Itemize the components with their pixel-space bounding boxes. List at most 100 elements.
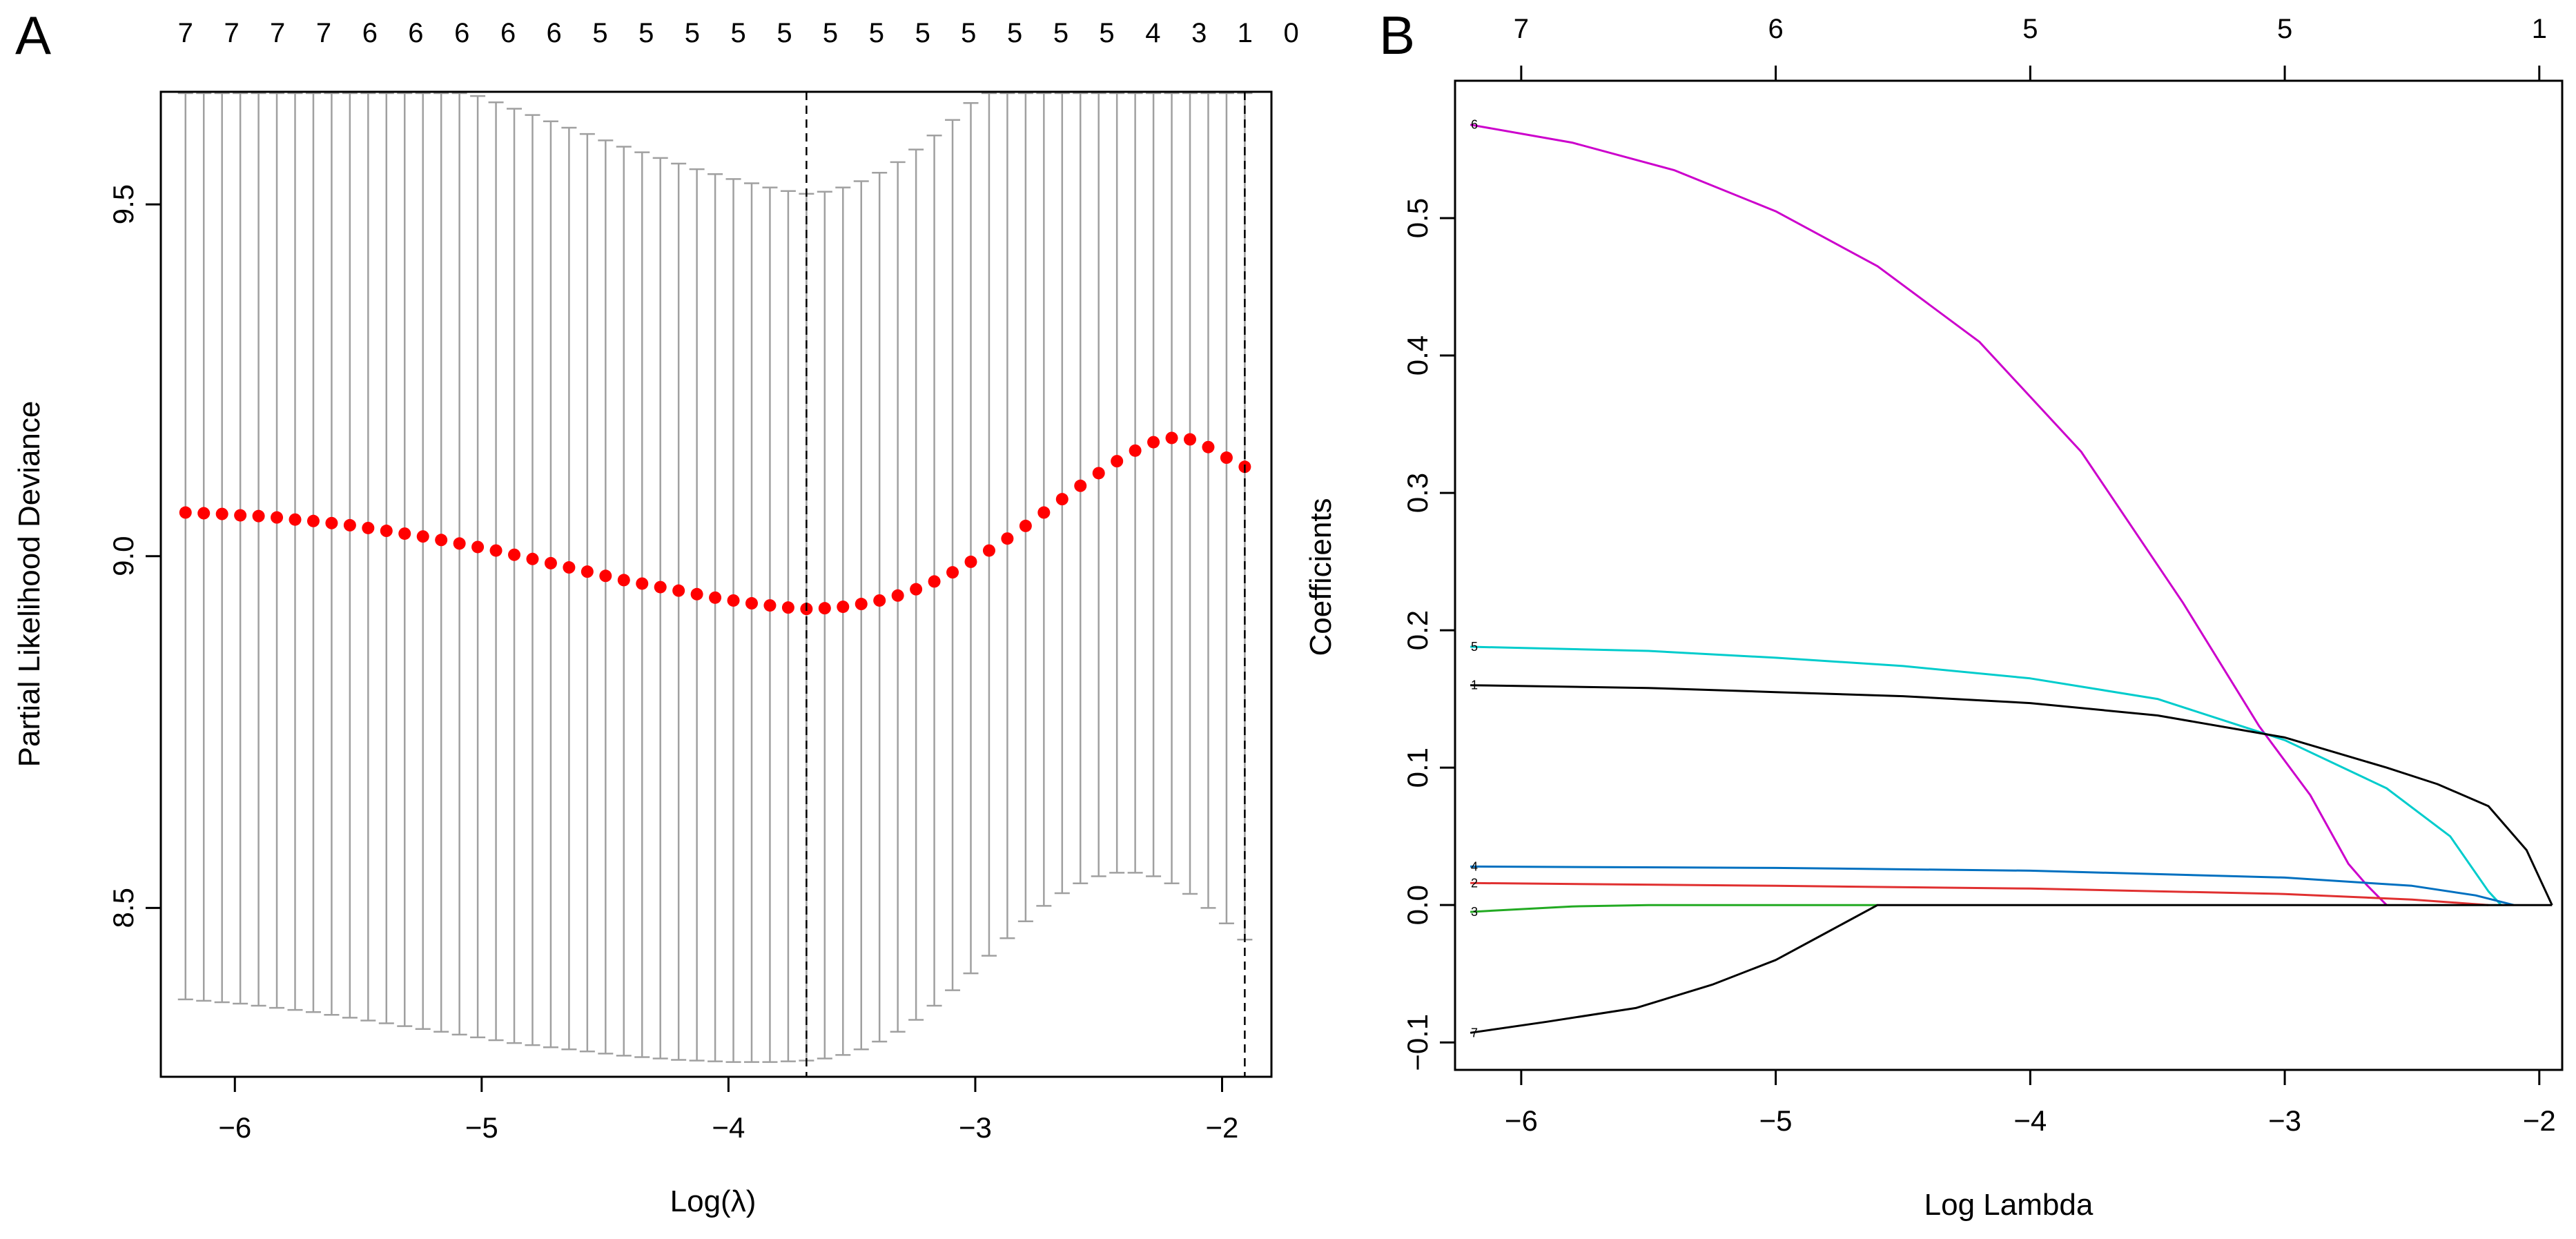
a-point-4: [252, 509, 265, 523]
a-top-label-6: 6: [454, 18, 469, 48]
b-curve-label-4: 4: [1471, 859, 1478, 873]
a-point-54: [1165, 431, 1178, 445]
b-x-axis-title: Log Lambda: [1924, 1188, 2094, 1222]
a-point-25: [636, 577, 649, 590]
a-point-1: [197, 507, 211, 520]
b-series-line-5: [1470, 645, 2502, 906]
a-top-label-16: 5: [915, 18, 930, 48]
a-point-52: [1129, 444, 1142, 457]
b-y-tick-label-1: 0.0: [1401, 885, 1434, 925]
a-top-label-1: 7: [224, 18, 239, 48]
a-x-axis-title: Log(λ): [670, 1184, 757, 1218]
a-point-55: [1184, 433, 1197, 446]
a-point-24: [617, 574, 630, 587]
a-point-8: [325, 516, 338, 529]
a-top-label-7: 6: [500, 18, 516, 48]
a-point-28: [690, 587, 703, 601]
a-point-37: [855, 598, 868, 611]
a-point-23: [599, 569, 612, 583]
a-point-11: [380, 525, 393, 538]
a-top-label-14: 5: [823, 18, 838, 48]
a-point-40: [910, 583, 923, 596]
b-coefficient-lines: [1470, 124, 2553, 1034]
a-point-43: [964, 555, 977, 568]
b-x-tick-label-4: −2: [2523, 1104, 2556, 1137]
b-top-label-3: 5: [2277, 14, 2292, 44]
b-curve-labels: 6 5 1 4 2 3 7: [1471, 118, 1478, 1040]
a-point-50: [1092, 467, 1105, 480]
b-y-tick-label-0: −0.1: [1401, 1014, 1434, 1071]
a-top-label-18: 5: [1007, 18, 1022, 48]
b-x-tick-label-1: −5: [1759, 1104, 1793, 1137]
a-point-16: [471, 540, 485, 554]
a-point-5: [271, 511, 284, 524]
a-point-46: [1019, 519, 1032, 532]
b-curve-label-1: 1: [1471, 679, 1478, 692]
a-point-35: [818, 602, 831, 615]
panel-b-coefficient-paths-chart: B 6 5 1 4 2 3 7 −6 −5 −4 −3 −2 −0.1 0.0 0.1 0.2 0.3 0.4…: [1304, 5, 2564, 1222]
a-point-56: [1202, 440, 1215, 453]
a-top-label-9: 5: [592, 18, 607, 48]
a-point-26: [654, 581, 667, 594]
a-point-9: [343, 518, 356, 531]
a-point-51: [1111, 455, 1124, 468]
a-point-47: [1037, 506, 1051, 519]
a-top-label-19: 5: [1053, 18, 1069, 48]
a-point-45: [1001, 532, 1014, 545]
b-series-line-7: [1470, 904, 2553, 1034]
a-y-tick-label-1: 9.0: [107, 536, 139, 576]
a-reference-lines: [806, 92, 1246, 1077]
a-point-22: [580, 565, 594, 578]
a-point-44: [982, 544, 995, 557]
b-series-line-6: [1470, 124, 2388, 906]
a-point-31: [745, 597, 758, 610]
b-curve-label-5: 5: [1471, 640, 1478, 654]
a-errorbars: [177, 92, 1253, 1063]
a-top-label-23: 1: [1238, 18, 1253, 48]
a-point-53: [1147, 436, 1160, 449]
b-curve-label-2: 2: [1471, 876, 1478, 890]
a-y-tick-label-2: 9.5: [107, 184, 139, 224]
a-point-18: [508, 548, 521, 561]
b-y-tick-label-5: 0.4: [1401, 335, 1434, 375]
a-y-tick-label-0: 8.5: [107, 888, 139, 928]
b-top-label-0: 7: [1514, 14, 1529, 44]
a-point-41: [928, 575, 941, 588]
a-y-axis-title: Partial Likelihood Deviance: [12, 401, 46, 768]
a-y-axis: 8.5 9.0 9.5: [107, 184, 161, 928]
a-top-label-17: 5: [961, 18, 976, 48]
a-x-axis: −6 −5 −4 −3 −2: [218, 1077, 1238, 1144]
panel-b-letter: B: [1379, 5, 1415, 66]
b-x-tick-label-0: −6: [1505, 1104, 1538, 1137]
a-top-label-13: 5: [777, 18, 792, 48]
b-y-tick-label-4: 0.3: [1401, 473, 1434, 513]
a-point-2: [215, 507, 228, 520]
a-top-label-20: 5: [1099, 18, 1114, 48]
b-curve-label-6: 6: [1471, 118, 1478, 132]
a-top-label-15: 5: [869, 18, 884, 48]
a-point-33: [781, 601, 794, 614]
a-point-36: [837, 601, 850, 614]
a-top-label-5: 6: [408, 18, 423, 48]
a-x-tick-label-4: −2: [1206, 1111, 1239, 1144]
a-point-48: [1055, 493, 1069, 506]
a-point-7: [306, 514, 320, 527]
b-series-line-1: [1470, 684, 2553, 906]
a-point-20: [544, 556, 557, 569]
a-top-label-12: 5: [731, 18, 746, 48]
a-point-30: [727, 594, 740, 607]
a-point-57: [1220, 451, 1233, 465]
a-point-42: [946, 566, 959, 579]
a-point-39: [891, 589, 904, 602]
b-y-tick-label-2: 0.1: [1401, 748, 1434, 788]
a-point-29: [709, 591, 722, 604]
a-top-label-8: 6: [546, 18, 561, 48]
b-top-label-1: 6: [1768, 14, 1783, 44]
b-x-tick-label-2: −4: [2013, 1104, 2047, 1137]
a-top-label-22: 3: [1191, 18, 1207, 48]
a-point-0: [179, 506, 192, 519]
a-plot-box: [159, 90, 1273, 1078]
a-x-tick-label-3: −3: [959, 1111, 992, 1144]
